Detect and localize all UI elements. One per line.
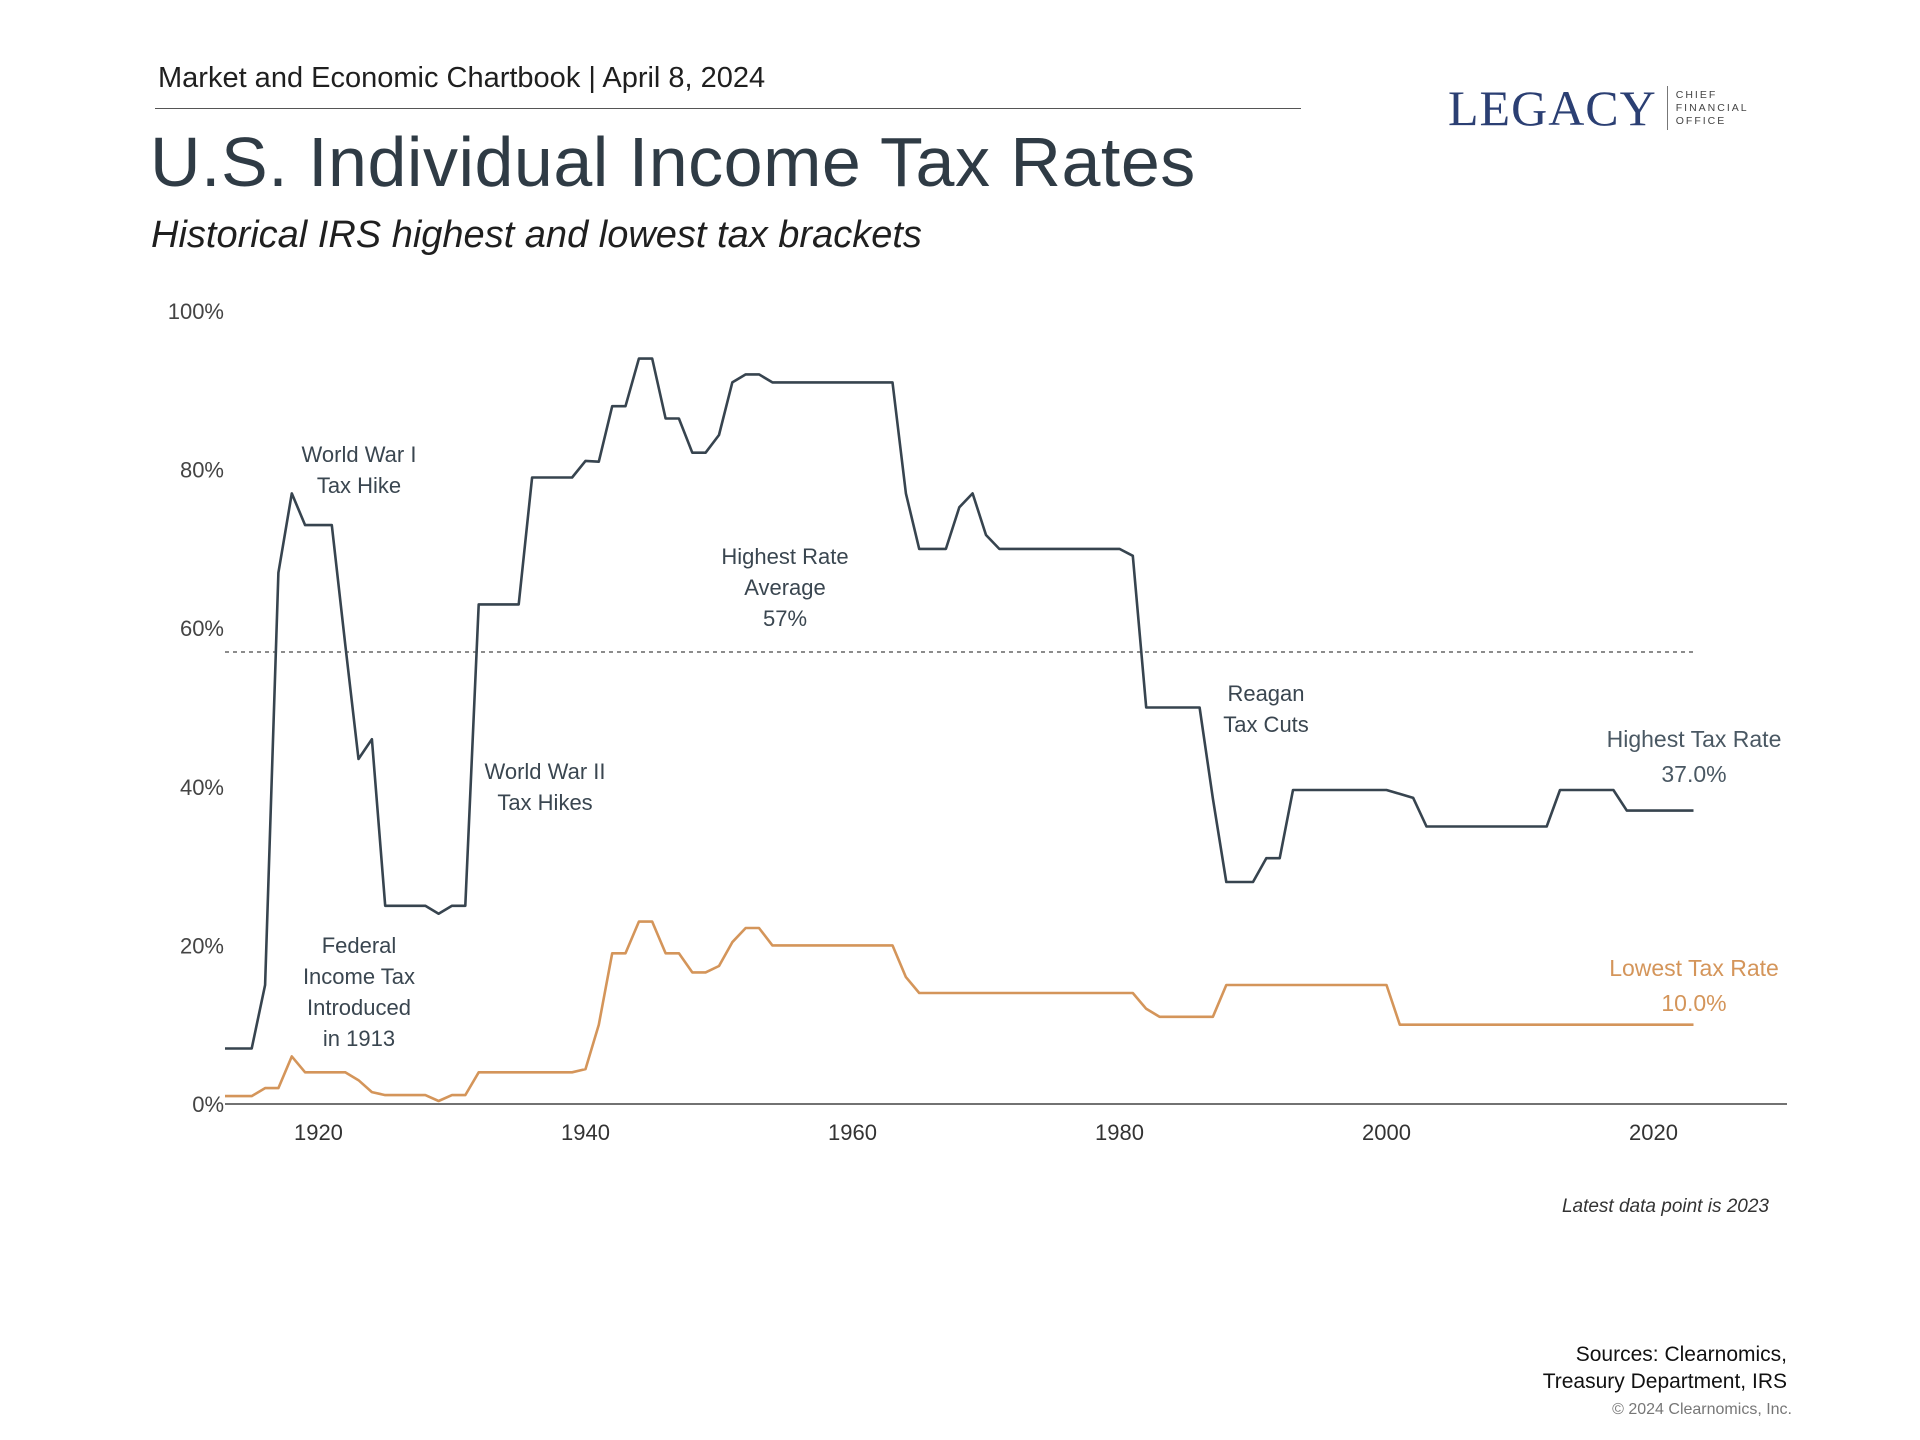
lowest-rate-line (225, 920, 1694, 1103)
sources-line: Sources: Clearnomics, (1575, 1343, 1787, 1366)
annotation-reagan: Reagan Tax Cuts (1223, 678, 1309, 740)
series-label-name: Highest Tax Rate (1606, 726, 1782, 752)
x-tick-label: 2020 (1629, 1120, 1678, 1145)
annotation-line: Average (744, 575, 826, 600)
x-tick-label: 1920 (294, 1120, 343, 1145)
annotation-line: Tax Hike (316, 473, 402, 498)
highest-rate-line (225, 357, 1694, 1050)
y-tick-label: 60% (180, 616, 224, 641)
x-tick-label: 1960 (828, 1120, 877, 1145)
annotation-wwi: World War I Tax Hike (302, 439, 417, 501)
annotation-line: 57% (762, 606, 808, 631)
annotation-line: Highest Rate (721, 544, 849, 569)
annotation-line: Tax Cuts (1223, 712, 1309, 737)
x-tick-label: 1980 (1095, 1120, 1144, 1145)
annotation-line: Introduced (307, 995, 411, 1020)
y-tick-label: 40% (180, 775, 224, 800)
annotation-line: Federal (321, 933, 397, 958)
sources: Sources: Clearnomics, Treasury Departmen… (1543, 1341, 1787, 1395)
logo-divider (1666, 86, 1668, 130)
series-label-lowest: Lowest Tax Rate 10.0% (1609, 951, 1779, 1021)
logo-sub-line: OFFICE (1675, 114, 1727, 127)
annotation-line: Tax Hikes (497, 790, 593, 815)
logo-sub-line: FINANCIAL (1675, 101, 1749, 114)
series-label-name: Lowest Tax Rate (1609, 955, 1779, 981)
page-subtitle: Historical IRS highest and lowest tax br… (151, 214, 922, 256)
annotation-line: World War I (301, 442, 417, 467)
chartbook-header: Market and Economic Chartbook | April 8,… (158, 62, 766, 94)
annotation-line: World War II (484, 759, 606, 784)
annotation-line: Income Tax (302, 964, 416, 989)
annotation-average: Highest Rate Average 57% (721, 541, 848, 634)
annotation-line: in 1913 (322, 1026, 396, 1051)
logo-sub-line: CHIEF (1675, 88, 1718, 101)
logo-subtitle: CHIEF FINANCIAL OFFICE (1676, 89, 1749, 128)
logo-wordmark: LEGACY (1448, 80, 1657, 136)
legacy-logo: LEGACY CHIEF FINANCIAL OFFICE (1448, 80, 1749, 136)
x-tick-label: 2000 (1362, 1120, 1411, 1145)
y-tick-label: 20% (180, 933, 224, 958)
header-divider (155, 108, 1301, 109)
y-tick-label: 0% (192, 1092, 224, 1117)
sources-line: Treasury Department, IRS (1542, 1370, 1787, 1393)
y-tick-label: 80% (180, 458, 224, 483)
y-tick-label: 100% (168, 299, 224, 324)
annotation-line: Reagan (1227, 681, 1305, 706)
x-tick-label: 1940 (561, 1120, 610, 1145)
series-label-value: 10.0% (1661, 990, 1727, 1016)
footnote: Latest data point is 2023 (1561, 1196, 1769, 1217)
series-label-highest: Highest Tax Rate 37.0% (1607, 722, 1782, 792)
copyright: © 2024 Clearnomics, Inc. (1612, 1401, 1792, 1418)
page-title: U.S. Individual Income Tax Rates (150, 123, 1196, 201)
annotation-wwii: World War II Tax Hikes (484, 756, 605, 818)
series-label-value: 37.0% (1661, 761, 1727, 787)
annotation-federal: Federal Income Tax Introduced in 1913 (303, 930, 415, 1054)
